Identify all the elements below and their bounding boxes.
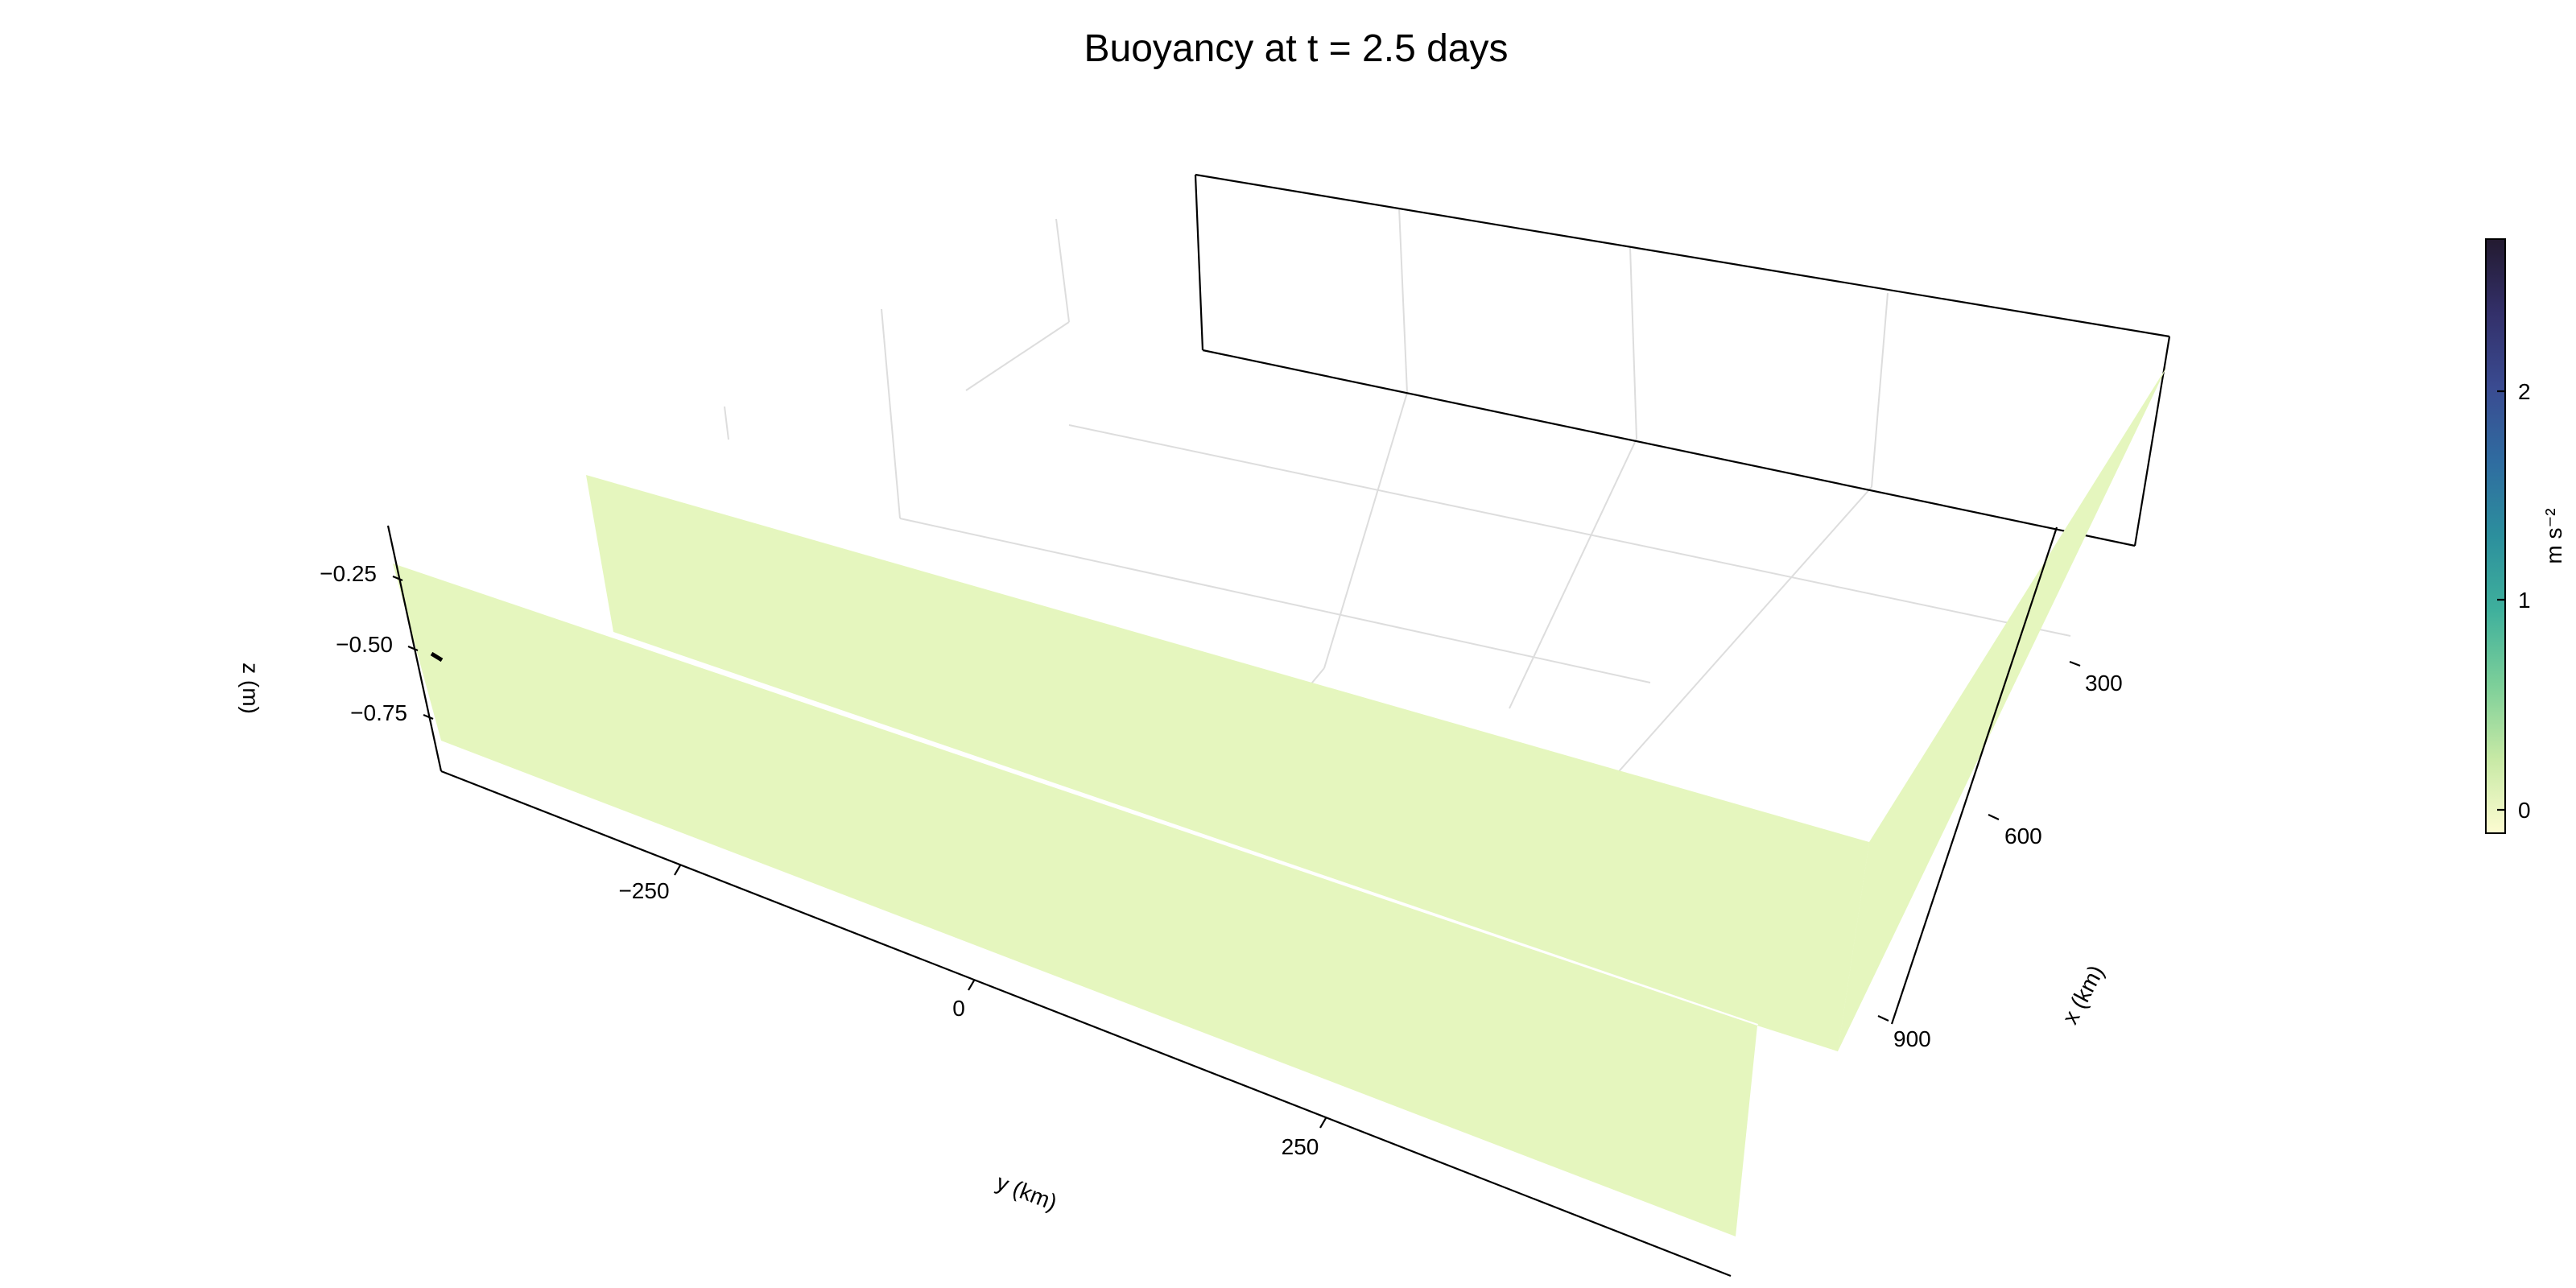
x-tick-mark-3 <box>1877 1015 1889 1022</box>
y-tick-label-1: −250 <box>618 878 669 903</box>
y-axis-label: y (km) <box>993 1170 1061 1216</box>
y-tick-label-2: 0 <box>952 996 965 1021</box>
z-axis-label: z (m) <box>238 663 263 714</box>
slice-x-back <box>586 475 1869 1051</box>
frame-left-edge <box>1194 174 1204 351</box>
y-tick-mark-1 <box>674 865 681 876</box>
gridline-6 <box>1629 246 1637 440</box>
gridline-10 <box>1323 392 1408 669</box>
z-tick-label-1: −0.25 <box>320 561 377 586</box>
frame-bottom-edge <box>1202 349 2136 547</box>
y-axis-line <box>440 770 1732 1278</box>
x-tick-mark-1 <box>2069 660 2081 667</box>
slice-x-front <box>393 564 1757 1236</box>
colorbar-gradient <box>2485 238 2506 834</box>
x-axis-line <box>1890 526 2058 1025</box>
slice-y-mid <box>1757 842 1869 1051</box>
gridline-2 <box>965 321 1070 391</box>
z-axis: −0.25 −0.50 −0.75 z (m) <box>238 561 434 725</box>
y-tick-mark-2 <box>968 980 975 991</box>
z-tick-mark-2 <box>407 645 419 652</box>
gridline-5 <box>1398 207 1408 394</box>
gridline-4 <box>724 406 729 440</box>
z-tick-mark-3 <box>423 713 434 720</box>
x-tick-label-1: 300 <box>2085 671 2123 696</box>
y-tick-label-3: 250 <box>1282 1134 1319 1159</box>
gridline-8 <box>1068 424 2071 637</box>
x-tick-label-2: 600 <box>2004 824 2042 848</box>
gridline-7 <box>1871 292 1889 488</box>
z-tick-mark-1 <box>392 575 403 582</box>
frame-right-edge <box>2133 336 2171 547</box>
gridline-3 <box>881 308 901 519</box>
x-tick-label-3: 900 <box>1893 1026 1931 1051</box>
colorbar: 0 1 2 m s⁻² <box>2485 238 2566 834</box>
colorbar-label: m s⁻² <box>2541 508 2566 564</box>
colorbar-tick-label-1: 1 <box>2518 588 2531 613</box>
z-tick-label-3: −0.75 <box>350 700 407 725</box>
gridline-11 <box>1509 438 1637 709</box>
z-axis-marker <box>430 651 444 663</box>
x-tick-mark-2 <box>1988 814 2000 820</box>
x-axis-label: x (km) <box>2058 961 2109 1028</box>
colorbar-tick-label-2: 2 <box>2518 379 2531 404</box>
slice-y-right <box>1838 366 2167 1051</box>
chart-title: Buoyancy at t = 2.5 days <box>1084 27 1509 70</box>
frame-top-edge <box>1195 173 2170 338</box>
colorbar-tick-label-0: 0 <box>2518 798 2531 823</box>
gridline-9 <box>899 518 1651 683</box>
z-tick-label-2: −0.50 <box>336 632 393 657</box>
buoyancy-slices <box>393 366 2167 1236</box>
gridline-1 <box>1055 218 1070 323</box>
gridline-12 <box>1613 486 1872 778</box>
back-wall-frame <box>1194 173 2171 547</box>
y-tick-mark-3 <box>1319 1117 1327 1129</box>
